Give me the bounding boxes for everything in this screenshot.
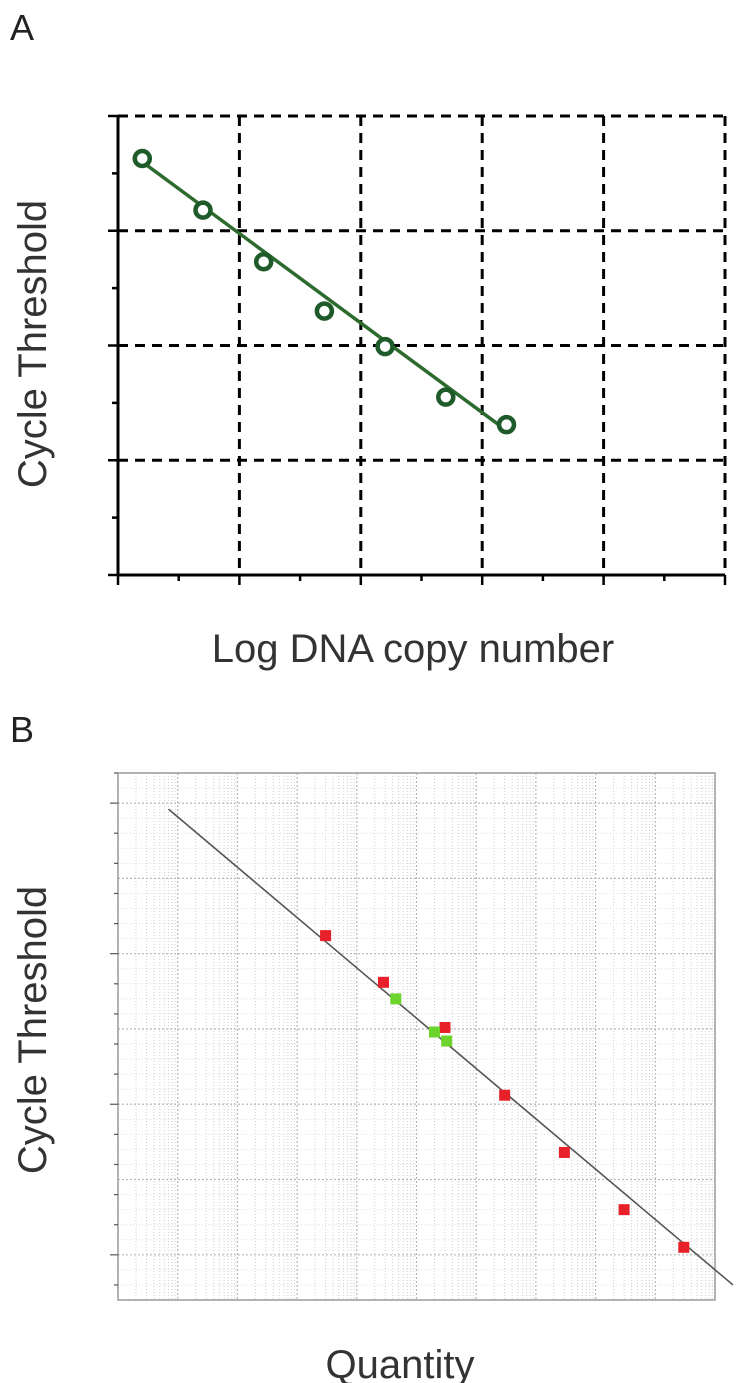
- data-point: [390, 993, 402, 1005]
- panel-label-b: B: [10, 709, 34, 750]
- data-point: [428, 1026, 440, 1038]
- data-point: [253, 251, 274, 272]
- data-point: [436, 387, 456, 407]
- data-point: [439, 1021, 451, 1033]
- data-point: [499, 1089, 511, 1101]
- data-point: [375, 336, 395, 357]
- fit-line: [167, 808, 734, 1286]
- panel-b-y-axis-title: Cycle Threshold: [11, 886, 55, 1174]
- panel-a-x-axis-title: Log DNA copy number: [212, 627, 614, 671]
- data-point: [558, 1146, 570, 1158]
- panel-b-chart: [110, 772, 734, 1301]
- panel-b-x-axis-title: Quantity: [326, 1343, 475, 1383]
- data-point: [678, 1241, 690, 1253]
- plot-border: [117, 772, 716, 1301]
- panel-a-chart: [108, 114, 727, 585]
- data-point: [320, 930, 332, 942]
- data-point: [132, 148, 153, 169]
- panel-a-y-axis-title: Cycle Threshold: [11, 200, 55, 488]
- data-point: [314, 301, 335, 321]
- panel-label-a: A: [10, 7, 34, 48]
- data-point: [618, 1204, 630, 1216]
- data-point: [377, 976, 389, 988]
- data-point: [496, 414, 517, 435]
- data-point: [193, 200, 213, 220]
- plot-background: [118, 773, 715, 1300]
- data-point: [441, 1035, 453, 1047]
